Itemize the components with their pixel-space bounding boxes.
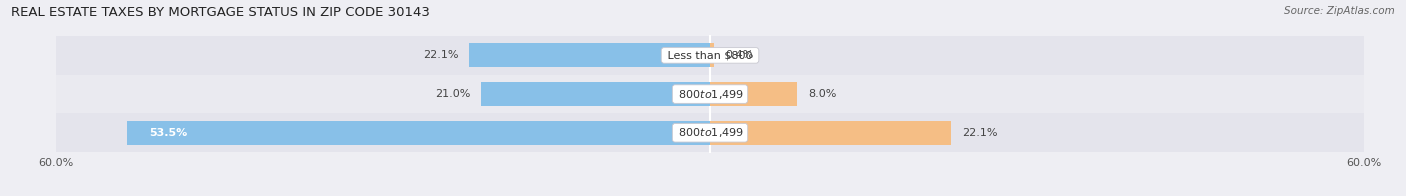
Text: 0.4%: 0.4% <box>725 50 754 60</box>
Bar <box>710 121 950 145</box>
Bar <box>127 121 710 145</box>
Text: 21.0%: 21.0% <box>434 89 470 99</box>
Bar <box>710 43 714 67</box>
Bar <box>56 75 1364 113</box>
Bar <box>481 82 710 106</box>
Text: 8.0%: 8.0% <box>808 89 837 99</box>
Bar <box>56 36 1364 75</box>
Text: REAL ESTATE TAXES BY MORTGAGE STATUS IN ZIP CODE 30143: REAL ESTATE TAXES BY MORTGAGE STATUS IN … <box>11 6 430 19</box>
Text: Less than $800: Less than $800 <box>664 50 756 60</box>
Text: $800 to $1,499: $800 to $1,499 <box>675 88 745 101</box>
Text: 22.1%: 22.1% <box>962 128 997 138</box>
Text: 22.1%: 22.1% <box>423 50 458 60</box>
Bar <box>470 43 710 67</box>
Text: $800 to $1,499: $800 to $1,499 <box>675 126 745 139</box>
Text: 53.5%: 53.5% <box>149 128 187 138</box>
Bar <box>710 82 797 106</box>
Text: Source: ZipAtlas.com: Source: ZipAtlas.com <box>1284 6 1395 16</box>
Bar <box>56 113 1364 152</box>
